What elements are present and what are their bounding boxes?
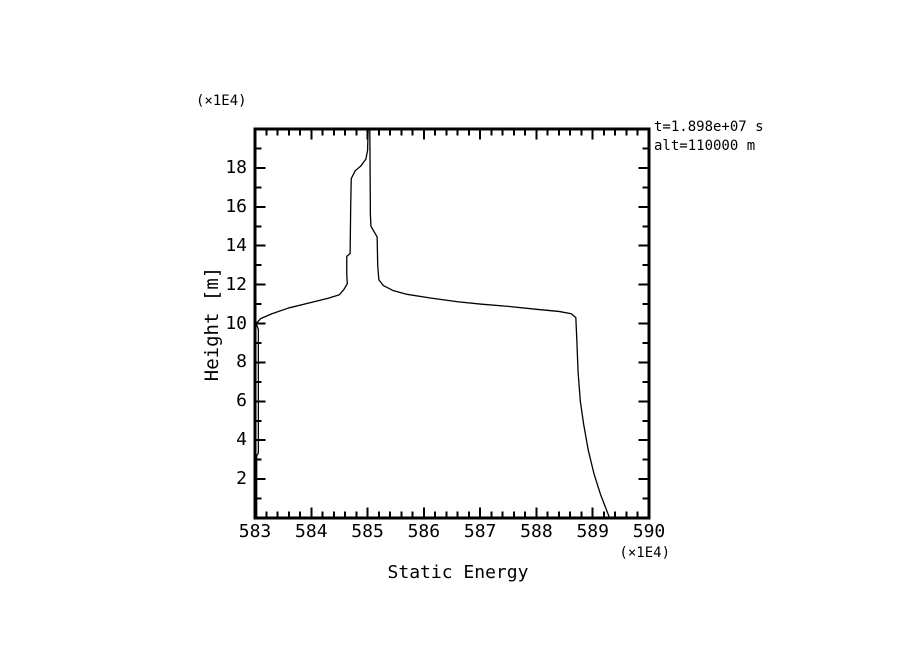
x-axis-title: Static Energy xyxy=(387,562,529,583)
x-tick-label: 584 xyxy=(295,521,328,542)
y-tick-label: 8 xyxy=(236,351,247,373)
annotation-time: t=1.898e+07 s xyxy=(654,119,764,135)
x-axis-unit-label: (×1E4) xyxy=(619,545,670,561)
y-tick-label: 16 xyxy=(225,195,247,217)
x-tick-label: 588 xyxy=(520,521,553,542)
y-tick-label: 4 xyxy=(236,429,247,451)
y-tick-label: 10 xyxy=(225,312,247,334)
y-tick-label: 18 xyxy=(225,156,247,178)
annotation-altitude: alt=110000 m xyxy=(654,138,756,154)
x-tick-label: 587 xyxy=(463,521,497,542)
y-axis-unit-label: (×1E4) xyxy=(196,93,247,109)
y-tick-label: 12 xyxy=(225,273,247,295)
y-tick-label: 2 xyxy=(236,468,247,490)
x-tick-label: 589 xyxy=(576,521,609,542)
plot-annotation: t=1.898e+07 s alt=110000 m xyxy=(654,118,764,156)
plot-frame xyxy=(253,127,651,520)
static-energy-curve xyxy=(255,129,611,519)
x-tick-label: 583 xyxy=(238,521,272,542)
y-tick-label: 6 xyxy=(236,390,247,412)
x-tick-label: 585 xyxy=(351,521,384,542)
y-tick-label: 14 xyxy=(225,234,247,256)
x-tick-label: 590 xyxy=(632,521,666,542)
x-tick-label: 586 xyxy=(407,521,441,542)
